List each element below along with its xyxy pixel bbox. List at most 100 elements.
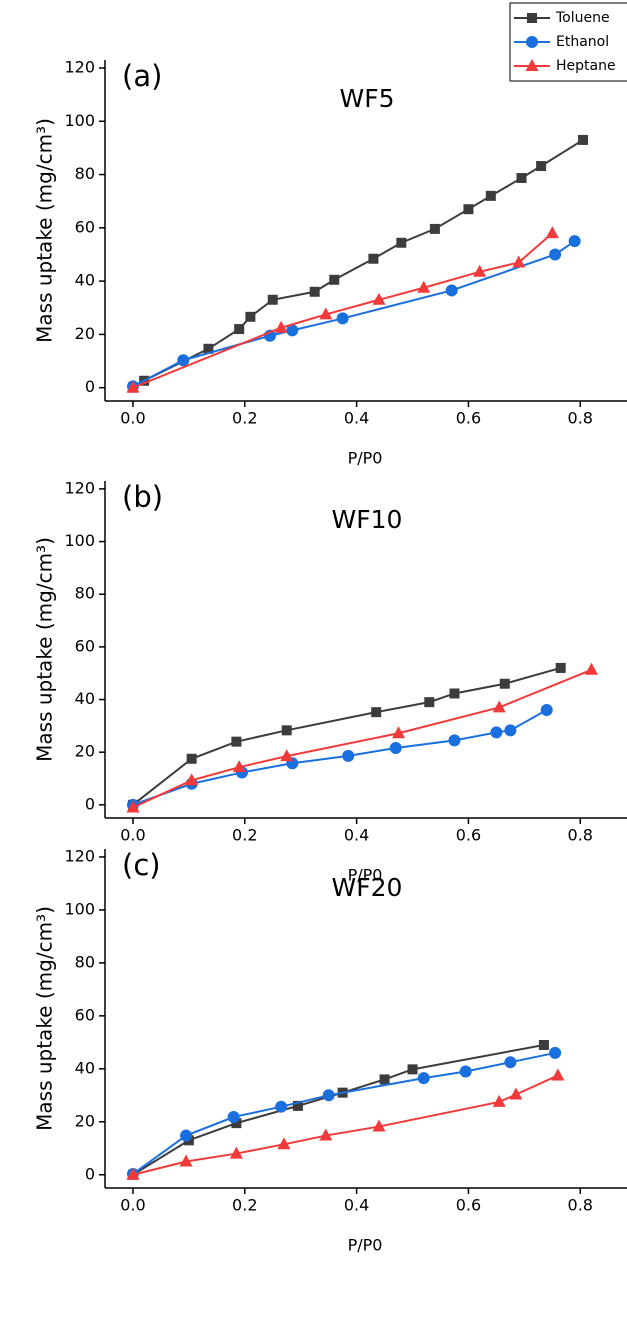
marker-triangle (372, 292, 386, 305)
marker-square (463, 204, 474, 215)
marker-square (578, 134, 589, 145)
y-tick-label: 20 (75, 1111, 95, 1130)
marker-square (267, 294, 278, 305)
y-tick-label: 0 (85, 794, 95, 813)
marker-triangle (185, 773, 199, 786)
marker-triangle (319, 307, 333, 320)
marker-circle (459, 1065, 472, 1078)
marker-triangle (473, 264, 487, 277)
marker-square (371, 707, 382, 718)
y-axis-label: Mass uptake (mg/cm³) (33, 906, 57, 1131)
y-tick-label: 0 (85, 377, 95, 396)
marker-circle (177, 354, 190, 367)
marker-circle (568, 235, 581, 248)
marker-triangle (319, 1128, 333, 1141)
y-tick-label: 20 (75, 742, 95, 761)
x-tick-label: 0.8 (568, 1196, 593, 1215)
marker-triangle (277, 1137, 291, 1150)
x-tick-label: 0.6 (456, 409, 481, 428)
legend-marker (525, 59, 539, 71)
marker-square (231, 736, 242, 747)
y-tick-label: 100 (64, 111, 95, 130)
x-tick-label: 0.4 (344, 1196, 369, 1215)
marker-square (485, 190, 496, 201)
marker-triangle (512, 255, 526, 268)
x-tick-label: 0.2 (232, 1196, 257, 1215)
series-line (132, 1043, 545, 1176)
marker-circle (540, 704, 553, 717)
marker-triangle (392, 726, 406, 739)
marker-square (379, 1074, 390, 1085)
x-tick-label: 0.0 (120, 409, 145, 428)
marker-square (309, 286, 320, 297)
marker-triangle (179, 1154, 193, 1167)
marker-circle (549, 248, 562, 261)
x-tick-label: 0.0 (120, 1196, 145, 1215)
marker-triangle (274, 320, 288, 333)
x-tick-label: 0.8 (568, 409, 593, 428)
marker-square (329, 274, 340, 285)
x-tick-label: 0.4 (344, 409, 369, 428)
x-axis-label: P/P0 (348, 866, 383, 885)
marker-square (234, 324, 245, 335)
y-tick-label: 60 (75, 1005, 95, 1024)
marker-square (203, 343, 214, 354)
marker-circle (336, 312, 349, 325)
panel-label: (c) (122, 848, 161, 882)
y-tick-label: 80 (75, 952, 95, 971)
y-tick-label: 100 (64, 899, 95, 918)
marker-circle (342, 749, 355, 762)
marker-triangle (417, 280, 431, 293)
marker-square (396, 237, 407, 248)
panel-title: WF20 (332, 873, 403, 902)
series-line (132, 232, 553, 389)
y-tick-label: 20 (75, 324, 95, 343)
y-tick-label: 0 (85, 1164, 95, 1183)
marker-triangle (126, 380, 140, 393)
marker-circle (227, 1111, 240, 1124)
legend-label: Toluene (555, 10, 610, 26)
marker-triangle (232, 760, 246, 773)
marker-triangle (280, 749, 294, 762)
marker-circle (504, 724, 517, 737)
marker-square (368, 253, 379, 264)
y-axis-label: Mass uptake (mg/cm³) (33, 118, 57, 343)
y-tick-label: 60 (75, 636, 95, 655)
y-tick-label: 80 (75, 164, 95, 183)
x-tick-label: 0.2 (232, 826, 257, 845)
series-line (132, 709, 548, 806)
marker-square (499, 678, 510, 689)
marker-circle (417, 1072, 430, 1085)
marker-triangle (372, 1119, 386, 1132)
panel-label: (a) (122, 59, 162, 93)
marker-square (292, 1100, 303, 1111)
x-tick-label: 0.0 (120, 826, 145, 845)
y-tick-label: 40 (75, 1058, 95, 1077)
y-tick-label: 40 (75, 271, 95, 290)
marker-triangle (551, 1068, 565, 1081)
legend-marker (527, 13, 537, 23)
marker-triangle (126, 800, 140, 813)
x-tick-label: 0.6 (456, 1196, 481, 1215)
x-tick-label: 0.8 (568, 826, 593, 845)
marker-circle (286, 324, 299, 337)
series-line (132, 1051, 556, 1175)
series-line (132, 240, 576, 388)
marker-square (449, 688, 460, 699)
marker-circle (389, 741, 402, 754)
x-tick-label: 0.4 (344, 826, 369, 845)
y-tick-label: 40 (75, 689, 95, 708)
panel-title: WF10 (332, 505, 403, 534)
marker-circle (322, 1089, 335, 1102)
x-tick-label: 0.6 (456, 826, 481, 845)
marker-triangle (126, 1167, 140, 1180)
y-tick-label: 120 (64, 57, 95, 76)
marker-square (424, 697, 435, 708)
marker-square (281, 725, 292, 736)
marker-triangle (492, 700, 506, 713)
marker-triangle (509, 1087, 523, 1100)
x-axis-label: P/P0 (348, 1236, 383, 1255)
y-tick-label: 60 (75, 217, 95, 236)
y-tick-label: 120 (64, 478, 95, 497)
